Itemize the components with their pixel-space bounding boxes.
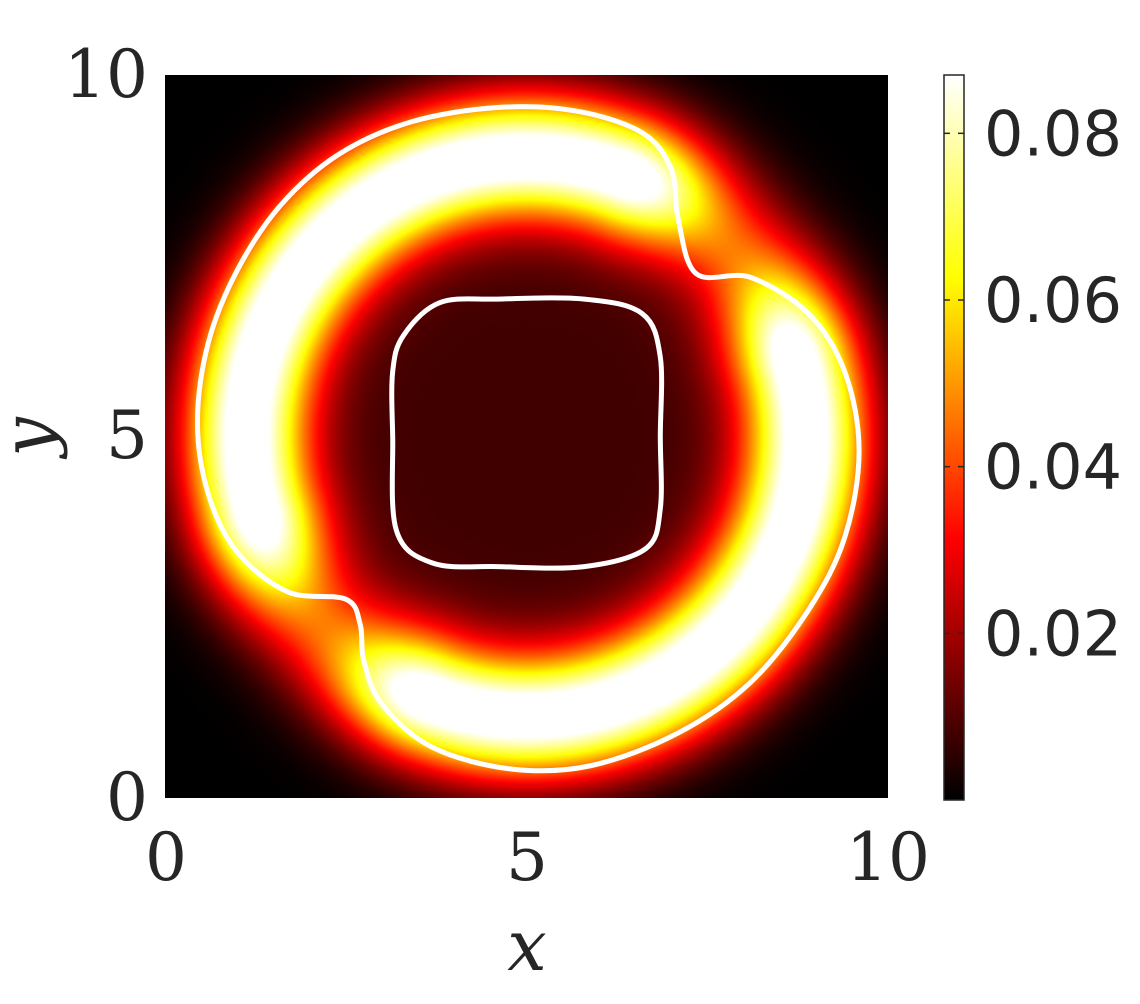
plot-area bbox=[165, 75, 888, 798]
colorbar-tick-label-2: 0.06 bbox=[984, 264, 1122, 337]
contour-layer bbox=[194, 104, 862, 774]
y-tick-label-5: 5 bbox=[106, 397, 148, 474]
colorbar-ticks: 0.02 0.04 0.06 0.08 bbox=[944, 97, 1122, 670]
colorbar-gradient bbox=[943, 74, 965, 801]
x-tick-label-5: 5 bbox=[506, 819, 548, 896]
colorbar-tick-label-3: 0.08 bbox=[984, 97, 1122, 170]
y-axis-label: y bbox=[0, 416, 69, 460]
colorbar-tick-label-0: 0.02 bbox=[984, 597, 1122, 670]
x-tick-label-0: 0 bbox=[145, 819, 187, 896]
colorbar: 0.02 0.04 0.06 0.08 bbox=[943, 74, 1122, 801]
x-tick-label-10: 10 bbox=[846, 819, 930, 896]
x-axis-label: x bbox=[507, 905, 546, 987]
heatmap-image bbox=[165, 75, 888, 798]
colorbar-tick-label-1: 0.04 bbox=[984, 431, 1122, 504]
y-tick-label-10: 10 bbox=[64, 36, 148, 113]
contour-inner bbox=[389, 295, 665, 571]
contour-outer bbox=[194, 104, 862, 774]
y-tick-label-0: 0 bbox=[106, 759, 148, 836]
